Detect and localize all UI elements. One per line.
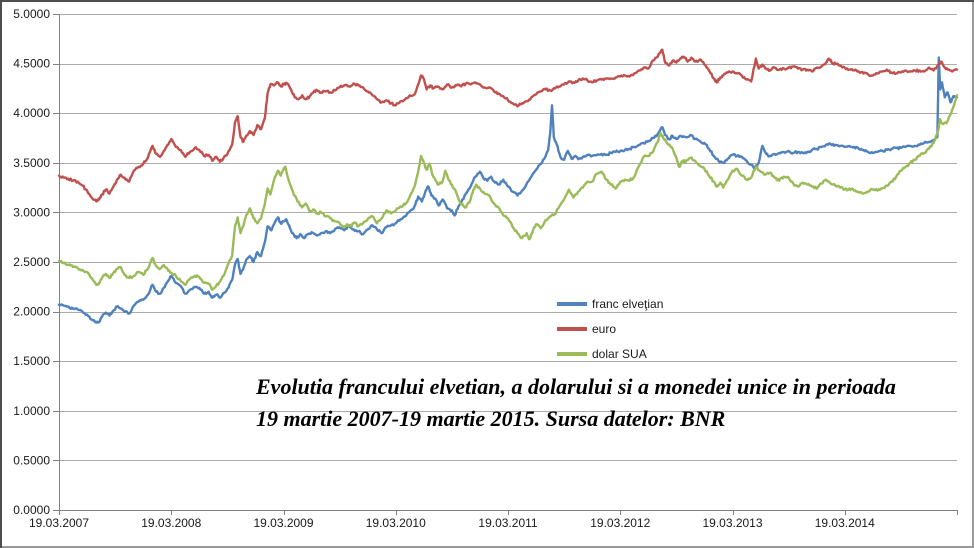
series-line-franc-elvetian: [57, 56, 959, 324]
legend: franc elveţian euro dolar SUA: [557, 291, 663, 366]
x-axis-label: 19.03.2012: [590, 516, 650, 530]
legend-label: franc elveţian: [592, 296, 664, 311]
series-line-dolar-sua: [57, 94, 959, 291]
x-axis-label: 19.03.2013: [702, 516, 762, 530]
chart-title-line-1: Evolutia francului elvetian, a dolarului…: [256, 374, 896, 399]
x-axis-label: 19.03.2011: [478, 516, 537, 530]
legend-marker-line-green: [557, 351, 587, 356]
y-axis-label: 4.0000: [13, 106, 50, 120]
x-axis-label: 19.03.2014: [815, 516, 875, 530]
x-axis-label: 19.03.2010: [366, 516, 426, 530]
chart-title-line-2: 19 martie 2007-19 martie 2015. Sursa dat…: [256, 406, 726, 431]
y-axis-label: 1.0000: [13, 404, 50, 418]
x-axis-label: 19.03.2008: [141, 516, 201, 530]
y-axis-label: 3.0000: [13, 205, 50, 219]
x-axis-label: 19.03.2009: [253, 516, 313, 530]
y-axis-label: 2.5000: [13, 255, 50, 269]
legend-marker-line-blue: [557, 301, 587, 306]
y-axis-label: 1.5000: [13, 354, 50, 368]
chart-title: Evolutia francului elvetian, a dolarului…: [256, 371, 896, 435]
legend-item-euro: euro: [557, 316, 663, 341]
y-axis-label: 0.0000: [13, 503, 50, 517]
legend-marker-line-red: [557, 326, 587, 331]
legend-label: euro: [592, 321, 617, 336]
x-axis-label: 19.03.2007: [29, 516, 89, 530]
series-line-euro: [57, 48, 959, 203]
legend-label: dolar SUA: [592, 346, 647, 361]
y-axis-label: 4.5000: [13, 57, 50, 71]
legend-item-dolar-sua: dolar SUA: [557, 341, 663, 366]
y-axis-label: 0.5000: [13, 453, 50, 467]
y-axis-label: 5.0000: [13, 7, 50, 21]
y-axis-label: 2.0000: [13, 305, 50, 319]
y-axis-label: 3.5000: [13, 156, 50, 170]
legend-item-franc-elvetian: franc elveţian: [557, 291, 663, 316]
